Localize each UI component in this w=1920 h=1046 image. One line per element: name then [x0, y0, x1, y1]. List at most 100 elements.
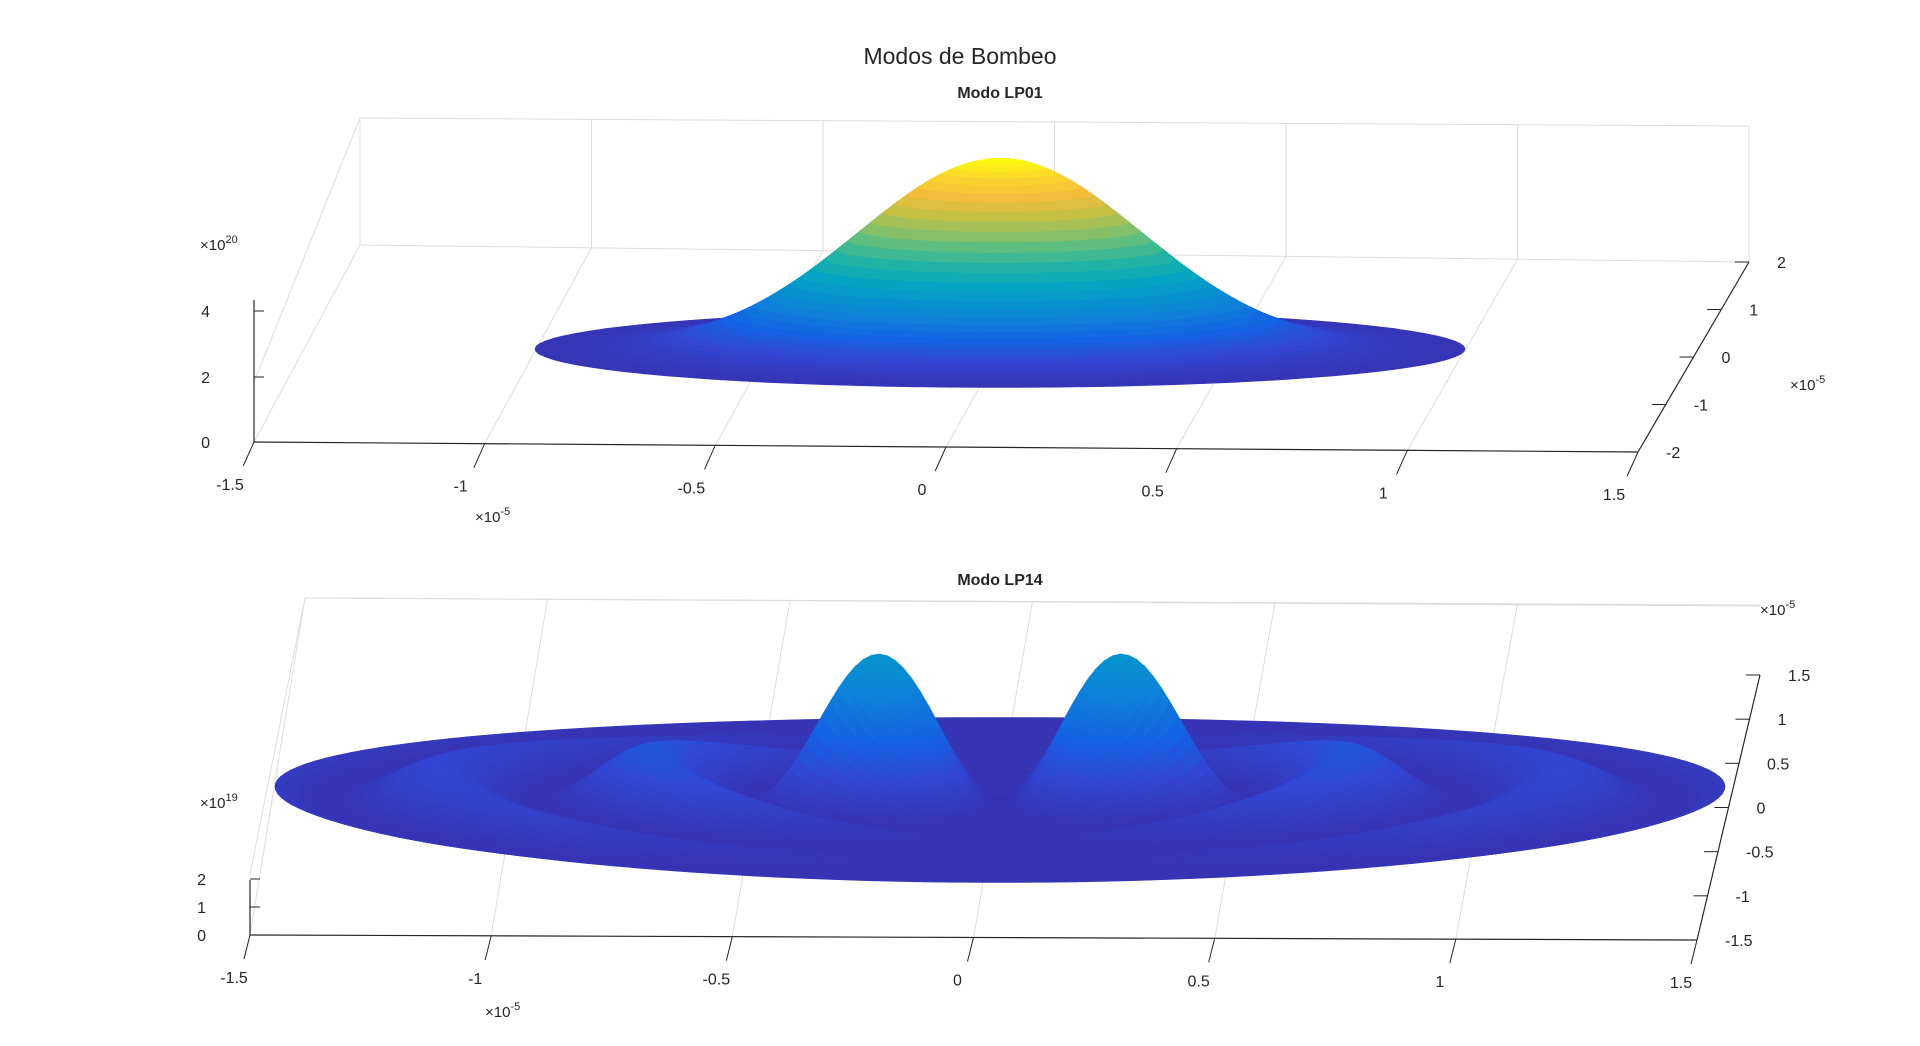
surface-cell — [1009, 344, 1031, 351]
surface-cell — [1011, 362, 1036, 367]
surface-cell — [929, 343, 953, 350]
surface-cell — [961, 368, 989, 373]
surface-cell — [998, 166, 1002, 173]
surface-cell — [991, 185, 998, 195]
surface-cell — [1008, 332, 1029, 340]
surface-cell — [1050, 348, 1074, 355]
surface-cell — [940, 317, 960, 326]
surface-cell — [1005, 273, 1020, 284]
grid-line — [253, 117, 361, 383]
surface-cell — [916, 331, 939, 339]
surface-plot-lp01: Modo LP01 -1.5 -1 -0.5 0 0.5 1 1.5-2-1012024×1… — [200, 85, 1825, 526]
z-tick-label: 4 — [201, 304, 210, 321]
surface-cell — [906, 348, 931, 355]
surface-cell — [1004, 231, 1015, 243]
surface-cell — [947, 349, 970, 355]
surface-cell — [923, 353, 948, 359]
surface-cell — [1011, 365, 1037, 370]
x-tick-mark — [704, 445, 716, 470]
surface-cell — [970, 338, 992, 345]
surface-mesh — [534, 157, 1466, 388]
x-tick-mark — [473, 443, 486, 468]
y-exponent-label: ×10-5 — [1790, 374, 1825, 394]
surface-cell — [932, 337, 955, 345]
surface-cell — [1027, 262, 1043, 274]
surface-cell — [997, 172, 1003, 179]
surface-cell — [1046, 385, 1082, 388]
surface-cell — [1002, 202, 1012, 213]
surface-cell — [1015, 252, 1029, 264]
surface-cell — [965, 358, 990, 363]
surface-cell — [1007, 309, 1025, 319]
surface-cell — [1008, 325, 1028, 333]
grid-line — [253, 244, 361, 443]
surface-cell — [1008, 338, 1030, 345]
x-tick-mark — [242, 441, 255, 467]
figure-title: Modos de Bombeo — [863, 43, 1056, 69]
surface-cell — [927, 309, 948, 319]
surface-cell — [1001, 178, 1008, 187]
surface-cell — [1016, 262, 1031, 274]
surface-cell — [1034, 365, 1062, 370]
surface-cell — [913, 337, 936, 345]
surface-cell — [1085, 342, 1110, 349]
surface-cell — [1038, 309, 1057, 319]
surface-cell — [1033, 361, 1060, 367]
surface-cell — [940, 361, 967, 367]
surface-cell — [1003, 221, 1014, 233]
surface-cell — [1064, 337, 1087, 345]
surface-cell — [993, 273, 1007, 284]
surface-cell — [1028, 343, 1051, 351]
surface-mesh — [274, 653, 1726, 883]
x-tick-label: 1 — [1379, 485, 1388, 502]
surface-cell — [969, 262, 984, 274]
surface-cell — [1040, 317, 1060, 326]
surface-cell — [1077, 384, 1113, 388]
surface-cell — [977, 221, 989, 233]
surface-cell — [996, 185, 1004, 195]
surface-cell — [987, 368, 1013, 373]
surface-cell — [963, 365, 989, 370]
surface-cell — [983, 385, 1017, 388]
surface-cell — [1007, 317, 1026, 327]
x-exponent-label: ×10-5 — [475, 506, 510, 526]
surface-cell — [957, 262, 973, 274]
surface-cell — [983, 242, 996, 254]
surface-cell — [1031, 353, 1055, 360]
grid-line — [249, 597, 306, 936]
surface-cell — [1003, 211, 1013, 223]
surface-plot-lp14: Modo LP14 -1.5 -1 -0.5 0 0.5 1 1.5-1.5-1-0.500… — [197, 572, 1810, 1021]
grid-line — [249, 597, 306, 876]
surface-cell — [934, 331, 957, 339]
surface-cell — [976, 301, 994, 311]
surface-cell — [987, 365, 1013, 370]
surface-cell — [975, 309, 993, 319]
surface-cell — [1052, 309, 1073, 319]
surface-cell — [937, 324, 958, 333]
surface-cell — [989, 344, 1011, 351]
surface-cell — [989, 349, 1011, 355]
surface-cell — [1002, 193, 1011, 204]
surface-cell — [1030, 349, 1053, 355]
surface-cell — [1026, 331, 1047, 340]
surface-cell — [943, 358, 968, 363]
x-tick-label: -1.5 — [216, 477, 244, 494]
surface-cell — [954, 272, 971, 284]
surface-cell — [1014, 242, 1027, 254]
surface-cell — [1017, 272, 1033, 284]
surface-cell — [992, 292, 1008, 303]
x-tick-mark — [1165, 448, 1178, 473]
x-tick-label: 1.5 — [1603, 487, 1625, 504]
y-tick-label: -2 — [1666, 445, 1680, 462]
surface-cell — [985, 231, 996, 243]
surface-cell — [977, 292, 994, 303]
surface-cell — [1027, 338, 1049, 345]
y-tick-label: -1 — [1694, 398, 1708, 415]
surface-cell — [1029, 272, 1046, 284]
surface-cell — [969, 344, 991, 351]
surface-cell — [1035, 300, 1054, 311]
surface-cell — [978, 282, 994, 294]
y-tick-label: 1 — [1749, 303, 1758, 320]
surface-cell — [988, 202, 998, 213]
z-tick-label: 2 — [201, 370, 210, 387]
